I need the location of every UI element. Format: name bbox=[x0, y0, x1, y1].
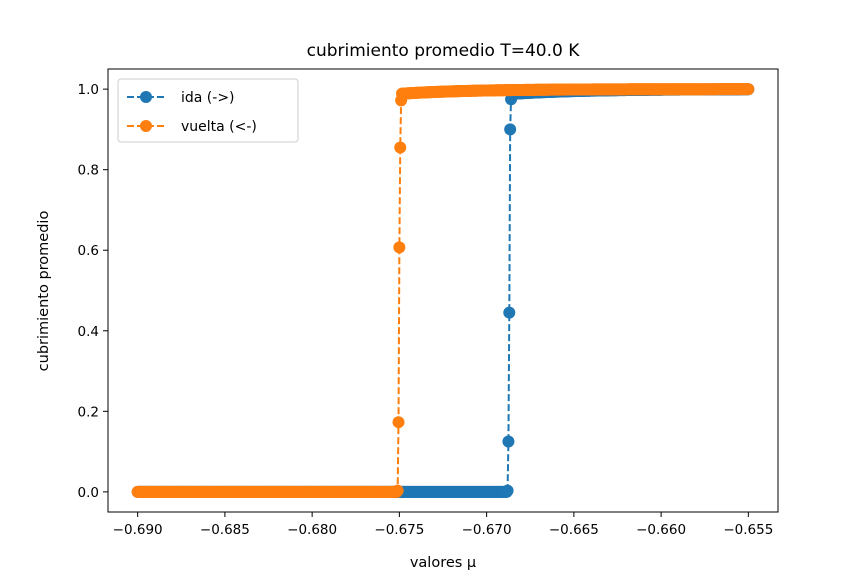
x-tick-label: −0.680 bbox=[287, 522, 337, 538]
legend-marker bbox=[140, 91, 152, 103]
x-tick-label: −0.675 bbox=[374, 522, 424, 538]
plot-area bbox=[131, 83, 755, 498]
data-point bbox=[395, 94, 408, 107]
data-point bbox=[392, 416, 405, 429]
y-tick-label: 0.0 bbox=[78, 485, 99, 501]
data-point bbox=[393, 241, 406, 254]
x-tick-label: −0.655 bbox=[723, 522, 773, 538]
data-point bbox=[394, 141, 407, 154]
y-axis-label: cubrimiento promedio bbox=[36, 211, 52, 372]
legend: ida (->) vuelta (<-) bbox=[117, 78, 299, 143]
series-vuelta bbox=[131, 83, 755, 498]
x-axis: −0.690 −0.685 −0.680 −0.675 −0.670 −0.665 −0.6… bbox=[113, 512, 773, 538]
x-tick-label: −0.690 bbox=[113, 522, 163, 538]
legend-label: ida (->) bbox=[181, 90, 235, 106]
y-axis: 0.0 0.2 0.4 0.6 0.8 1.0 bbox=[78, 82, 108, 501]
y-tick-label: 0.6 bbox=[78, 243, 99, 259]
y-tick-label: 0.8 bbox=[78, 163, 99, 179]
legend-marker bbox=[140, 120, 152, 132]
y-tick-label: 0.2 bbox=[78, 404, 99, 420]
data-point bbox=[504, 123, 517, 136]
x-tick-label: −0.660 bbox=[636, 522, 686, 538]
data-point bbox=[503, 306, 516, 319]
data-point bbox=[131, 485, 144, 498]
chart-title: cubrimiento promedio T=40.0 K bbox=[307, 41, 581, 61]
x-tick-label: −0.670 bbox=[462, 522, 512, 538]
x-axis-label: valores μ bbox=[410, 555, 476, 571]
plot-frame bbox=[107, 68, 779, 513]
legend-label: vuelta (<-) bbox=[181, 119, 257, 135]
x-tick-label: −0.685 bbox=[200, 522, 250, 538]
x-tick-label: −0.665 bbox=[549, 522, 599, 538]
y-tick-label: 1.0 bbox=[78, 82, 99, 98]
y-tick-label: 0.4 bbox=[78, 324, 99, 340]
data-point bbox=[501, 484, 514, 497]
data-point bbox=[502, 435, 515, 448]
